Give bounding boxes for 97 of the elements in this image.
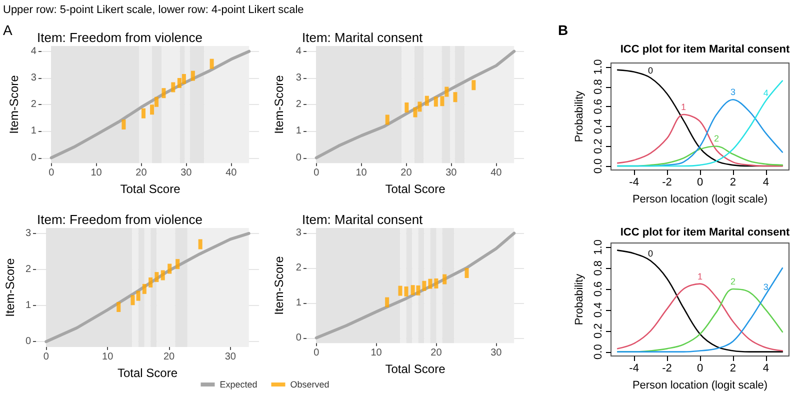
x-tick-label: 20 xyxy=(430,348,442,359)
y-axis-title: Item-Score xyxy=(3,258,17,317)
x-tick-label: 10 xyxy=(90,168,102,179)
y-tick-label: 1.0 xyxy=(592,59,604,75)
line-series xyxy=(50,50,251,160)
y-axis-title: Item-Score xyxy=(7,74,21,134)
x-tick-label: -2 xyxy=(662,176,672,188)
x-tick-label: 30 xyxy=(490,348,502,359)
x-axis-title: Person location (logit scale) xyxy=(632,380,768,392)
y-tick-label: 0.6 xyxy=(592,281,604,297)
x-tick-label: 40 xyxy=(226,168,238,179)
x-tick-label: 0 xyxy=(314,348,320,359)
y-tick-label: 0.0 xyxy=(592,158,604,174)
y-tick-label: 0.6 xyxy=(592,98,604,114)
y-tick-label: 1 xyxy=(296,297,302,308)
x-axis-title: Total Score xyxy=(385,182,446,196)
x-tick-label: -4 xyxy=(629,176,639,188)
series-label: 4 xyxy=(763,88,768,98)
chart-title: ICC plot for item Marital consent xyxy=(620,44,790,56)
x-tick-label: 2 xyxy=(730,176,736,188)
x-axis-title: Total Score xyxy=(117,366,178,380)
line-series xyxy=(616,114,784,167)
chart-title: Item: Marital consent xyxy=(302,212,424,227)
chart-title: Item: Marital consent xyxy=(302,30,424,45)
series-label: 1 xyxy=(681,102,686,112)
series-label: 3 xyxy=(730,87,736,98)
chart-title: Item: Freedom from violence xyxy=(37,212,202,227)
y-tick-label: 0.0 xyxy=(592,344,604,360)
y-tick-label: 0 xyxy=(25,336,32,348)
y-tick-label: 3 xyxy=(30,72,37,84)
y-tick-label: 4 xyxy=(296,46,302,57)
series-label: 0 xyxy=(648,248,654,258)
x-tick-label: -4 xyxy=(629,362,639,374)
y-tick-label: 0.2 xyxy=(592,138,604,154)
y-tick-label: 1 xyxy=(30,126,37,137)
x-tick-label: 10 xyxy=(356,168,368,179)
text: Upper row: 5-point Likert scale, lower row: 4-point Likert scale xyxy=(3,3,304,18)
y-axis-title: Probability xyxy=(574,273,586,326)
x-tick-label: 40 xyxy=(490,168,502,179)
x-tick-label: 10 xyxy=(102,352,114,362)
y-axis-title: Item-Score xyxy=(272,74,286,134)
y-tick-label: 3 xyxy=(296,72,302,84)
x-tick-label: 0 xyxy=(314,168,320,179)
x-tick-label: 10 xyxy=(370,348,382,359)
x-axis-title: Total Score xyxy=(120,182,181,196)
line-series xyxy=(616,250,784,352)
x-tick-label: 4 xyxy=(762,176,769,188)
y-tick-label: 0.4 xyxy=(592,302,604,318)
x-tick-label: 0 xyxy=(48,168,55,179)
line-series xyxy=(44,232,250,344)
x-tick-label: 0 xyxy=(696,362,704,374)
x-tick-label: 20 xyxy=(163,352,175,362)
legend-label: Observed xyxy=(290,380,330,390)
line-series xyxy=(314,50,516,160)
text: A xyxy=(3,22,12,38)
y-axis-title: Item-Score xyxy=(272,256,286,315)
series-label: 1 xyxy=(697,271,703,282)
x-tick-label: 30 xyxy=(446,168,458,179)
series-label: 2 xyxy=(730,276,736,287)
y-tick-label: 0.4 xyxy=(592,118,604,134)
y-axis-title: Probability xyxy=(574,90,586,142)
series-label: 3 xyxy=(763,282,768,292)
chart-title: Item: Freedom from violence xyxy=(37,30,202,45)
y-tick-label: 4 xyxy=(30,46,37,57)
x-tick-label: 20 xyxy=(136,168,148,179)
line-series xyxy=(314,232,516,340)
x-tick-label: 0 xyxy=(696,176,704,188)
y-tick-label: 0 xyxy=(296,152,302,164)
y-tick-label: 1.0 xyxy=(592,240,604,255)
x-tick-label: 30 xyxy=(180,168,192,179)
line-series xyxy=(616,267,784,352)
x-axis-title: Person location (logit scale) xyxy=(632,194,768,206)
series-label: 0 xyxy=(648,65,654,76)
y-tick-label: 2 xyxy=(30,99,37,110)
x-tick-label: 0 xyxy=(43,352,50,362)
y-tick-label: 2 xyxy=(296,262,302,274)
y-tick-label: 0.8 xyxy=(592,79,604,94)
x-tick-label: 30 xyxy=(224,352,236,362)
y-tick-label: 2 xyxy=(25,264,32,275)
chart-title: ICC plot for item Marital consent xyxy=(620,226,790,238)
y-tick-label: 0.2 xyxy=(592,323,604,339)
y-tick-label: 3 xyxy=(296,228,302,239)
x-tick-label: -2 xyxy=(662,362,672,374)
y-tick-label: 1 xyxy=(296,126,302,137)
x-tick-label: 20 xyxy=(400,168,412,179)
x-axis-title: Total Score xyxy=(385,362,446,376)
x-tick-label: 4 xyxy=(762,362,769,374)
y-tick-label: 0 xyxy=(30,152,37,164)
text: B xyxy=(558,22,568,38)
legend-label: Expected xyxy=(220,380,258,390)
series-label: 2 xyxy=(714,134,719,144)
y-tick-label: 2 xyxy=(296,99,302,110)
y-tick-label: 0 xyxy=(296,332,302,344)
y-tick-label: 0.8 xyxy=(592,260,604,276)
y-tick-label: 3 xyxy=(25,228,32,239)
x-tick-label: 2 xyxy=(730,362,736,374)
y-tick-label: 1 xyxy=(25,300,32,312)
